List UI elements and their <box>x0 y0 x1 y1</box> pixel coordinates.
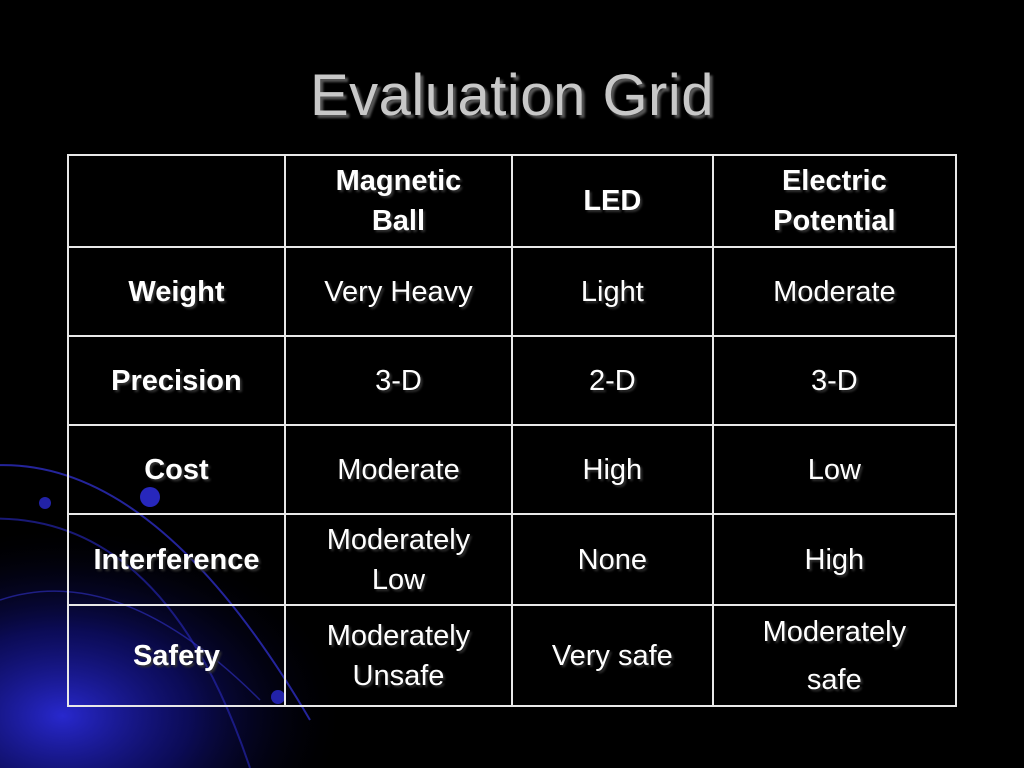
cell-interference-magnetic-ball-line2: Low <box>371 563 426 596</box>
cell-cost-electric-potential: Low <box>711 424 958 515</box>
table-header-row: Magnetic Ball LED Electric Potential <box>67 154 958 248</box>
header-magnetic-ball: Magnetic Ball <box>283 154 513 248</box>
cell-safety-electric-potential-line2: safe <box>806 663 862 696</box>
row-label-cost: Cost <box>67 424 286 515</box>
cell-safety-magnetic-ball-line2: Unsafe <box>352 659 445 692</box>
table-row-weight: Weight Very Heavy Light Moderate <box>67 246 958 337</box>
cell-weight-magnetic-ball: Very Heavy <box>283 246 513 337</box>
header-magnetic-ball-line1: Magnetic <box>335 165 462 197</box>
cell-cost-led: High <box>510 424 714 515</box>
header-corner-cell <box>67 154 286 248</box>
slide-title: Evaluation Grid <box>309 63 715 128</box>
table-row-interference: Interference Moderately Low None High <box>67 513 958 606</box>
row-label-weight: Weight <box>67 246 286 337</box>
header-electric-potential-line1: Electric <box>781 165 887 197</box>
cell-safety-led: Very safe <box>510 604 714 707</box>
cell-precision-led: 2-D <box>510 335 714 426</box>
table-row-precision: Precision 3-D 2-D 3-D <box>67 335 958 426</box>
table-row-safety: Safety Moderately Unsafe Very safe Moder… <box>67 604 958 707</box>
cell-interference-magnetic-ball: Moderately Low <box>283 513 513 606</box>
cell-safety-electric-potential: Moderately safe <box>711 604 958 707</box>
header-led: LED <box>510 154 714 248</box>
row-label-safety: Safety <box>67 604 286 707</box>
cell-weight-electric-potential: Moderate <box>711 246 958 337</box>
header-magnetic-ball-line2: Ball <box>371 205 426 237</box>
cell-safety-magnetic-ball: Moderately Unsafe <box>283 604 513 707</box>
cell-cost-magnetic-ball: Moderate <box>283 424 513 515</box>
row-label-interference: Interference <box>67 513 286 606</box>
header-electric-potential-line2: Potential <box>773 205 896 237</box>
cell-precision-electric-potential: 3-D <box>711 335 958 426</box>
cell-interference-electric-potential: High <box>711 513 958 606</box>
cell-safety-magnetic-ball-line1: Moderately <box>326 619 471 652</box>
cell-weight-led: Light <box>510 246 714 337</box>
cell-precision-magnetic-ball: 3-D <box>283 335 513 426</box>
table-row-cost: Cost Moderate High Low <box>67 424 958 515</box>
row-label-precision: Precision <box>67 335 286 426</box>
cell-safety-electric-potential-line1: Moderately <box>762 615 907 648</box>
cell-interference-led: None <box>510 513 714 606</box>
header-electric-potential: Electric Potential <box>711 154 958 248</box>
evaluation-grid-table: Magnetic Ball LED Electric Potential Wei… <box>67 154 958 707</box>
cell-interference-magnetic-ball-line1: Moderately <box>326 523 471 556</box>
